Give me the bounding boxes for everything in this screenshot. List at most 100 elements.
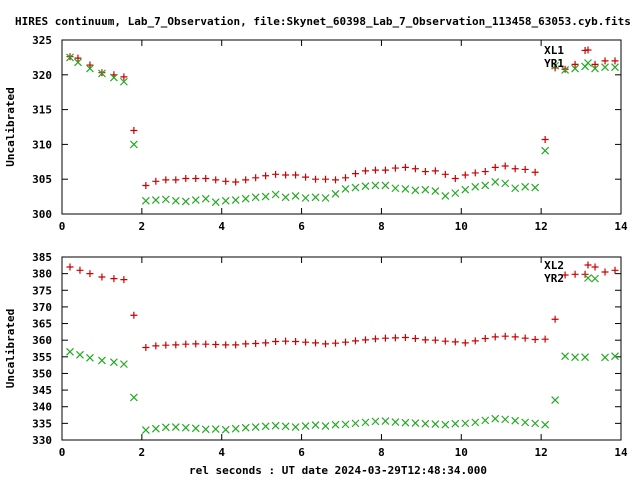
data-point-yr2 (251, 423, 260, 431)
x-tick-label: 8 (378, 446, 385, 459)
data-point-xl1 (611, 57, 619, 65)
data-point-xl2 (212, 341, 220, 349)
data-point-yr2 (261, 422, 270, 431)
data-point-yr2 (401, 418, 410, 427)
data-point-yr1 (281, 193, 290, 202)
panel-bottom: 0 2 4 6 8 10 12 14 330 335 340 345 350 355 360 365 370 37… (4, 251, 628, 459)
data-point-xl1 (511, 165, 519, 173)
data-point-yr1 (491, 178, 500, 186)
data-point-yr1 (441, 191, 450, 200)
data-point-xl2 (252, 340, 260, 348)
data-point-xl1 (451, 175, 459, 183)
data-point-xl2 (202, 340, 210, 348)
data-point-xl1 (471, 169, 479, 177)
data-point-xl2 (501, 332, 509, 340)
x-tick-label: 14 (614, 220, 628, 233)
data-point-yr1 (571, 64, 580, 73)
legend-label: YR1 (544, 57, 564, 70)
data-point-yr1 (321, 194, 330, 202)
data-point-yr1 (291, 191, 300, 200)
data-point-xl2 (262, 339, 270, 347)
data-point-xl1 (292, 171, 300, 179)
y-axis-label: Uncalibrated (4, 309, 17, 388)
series-yr2 (66, 274, 619, 434)
data-point-yr1 (181, 197, 190, 206)
data-point-xl1 (74, 54, 82, 62)
data-point-yr2 (181, 423, 190, 432)
data-point-yr2 (391, 418, 400, 426)
data-point-yr1 (551, 61, 560, 70)
data-point-yr2 (241, 423, 250, 432)
y-tick-label: 325 (32, 34, 52, 47)
x-axis-label: rel seconds : UT date 2024-03-29T12:48:3… (189, 464, 487, 477)
data-point-xl1 (461, 171, 469, 179)
data-point-xl2 (312, 339, 320, 347)
data-point-yr1 (601, 63, 609, 72)
data-point-yr2 (351, 419, 360, 428)
data-point-yr1 (66, 53, 74, 62)
data-point-yr1 (231, 196, 240, 205)
legend-marker (584, 274, 592, 282)
data-point-xl2 (441, 337, 449, 345)
data-point-xl2 (401, 334, 409, 342)
data-point-xl2 (431, 336, 439, 344)
data-point-yr2 (531, 419, 540, 428)
y-tick-label: 365 (32, 318, 52, 331)
y-tick-label: 380 (32, 268, 52, 281)
data-point-xl1 (411, 165, 419, 173)
data-point-xl2 (571, 270, 579, 278)
legend-marker (584, 261, 592, 269)
data-point-yr2 (231, 424, 240, 433)
data-point-xl1 (162, 176, 170, 184)
data-point-yr2 (421, 419, 430, 428)
data-point-xl1 (152, 177, 160, 185)
data-point-yr2 (281, 422, 290, 431)
data-point-xl1 (441, 170, 449, 178)
y-tick-label: 340 (32, 401, 52, 414)
data-point-xl2 (491, 333, 499, 341)
data-point-yr2 (381, 417, 390, 425)
data-point-xl2 (511, 333, 519, 341)
plot-frame (61, 256, 622, 441)
data-point-xl2 (110, 275, 118, 283)
data-point-yr2 (581, 353, 589, 362)
data-point-xl2 (76, 266, 84, 274)
data-point-xl2 (292, 338, 300, 346)
data-point-yr2 (361, 418, 370, 427)
data-point-yr2 (76, 350, 84, 359)
data-point-yr2 (301, 422, 310, 430)
data-point-xl1 (391, 164, 399, 172)
data-point-xl1 (262, 172, 270, 180)
data-point-yr1 (251, 193, 260, 202)
y-tick-label: 315 (32, 104, 52, 117)
data-point-yr1 (211, 198, 220, 207)
data-point-yr1 (391, 184, 400, 193)
data-point-xl1 (381, 166, 389, 174)
data-point-xl1 (541, 136, 549, 144)
x-tick-label: 0 (59, 446, 66, 459)
data-point-xl2 (421, 336, 429, 344)
data-point-xl2 (162, 341, 170, 349)
data-point-yr1 (561, 66, 570, 74)
data-point-xl1 (120, 73, 128, 81)
data-point-yr1 (421, 185, 430, 194)
y-tick-label: 305 (32, 173, 52, 186)
data-point-yr1 (591, 64, 599, 73)
data-point-yr1 (151, 196, 160, 205)
x-tick-label: 10 (455, 446, 468, 459)
x-tick-label: 2 (139, 220, 146, 233)
data-point-xl2 (222, 341, 230, 349)
data-point-yr2 (561, 352, 570, 361)
data-point-xl1 (481, 168, 489, 176)
data-point-yr2 (541, 420, 550, 429)
data-point-yr2 (98, 356, 106, 365)
y-tick-label: 310 (32, 138, 52, 151)
data-point-xl1 (272, 170, 280, 178)
data-point-xl1 (222, 177, 230, 185)
data-point-yr1 (74, 58, 82, 67)
data-point-xl2 (471, 337, 479, 345)
data-point-yr2 (161, 423, 170, 432)
data-point-yr1 (161, 195, 170, 204)
data-point-xl2 (451, 338, 459, 346)
data-point-xl1 (312, 175, 320, 183)
